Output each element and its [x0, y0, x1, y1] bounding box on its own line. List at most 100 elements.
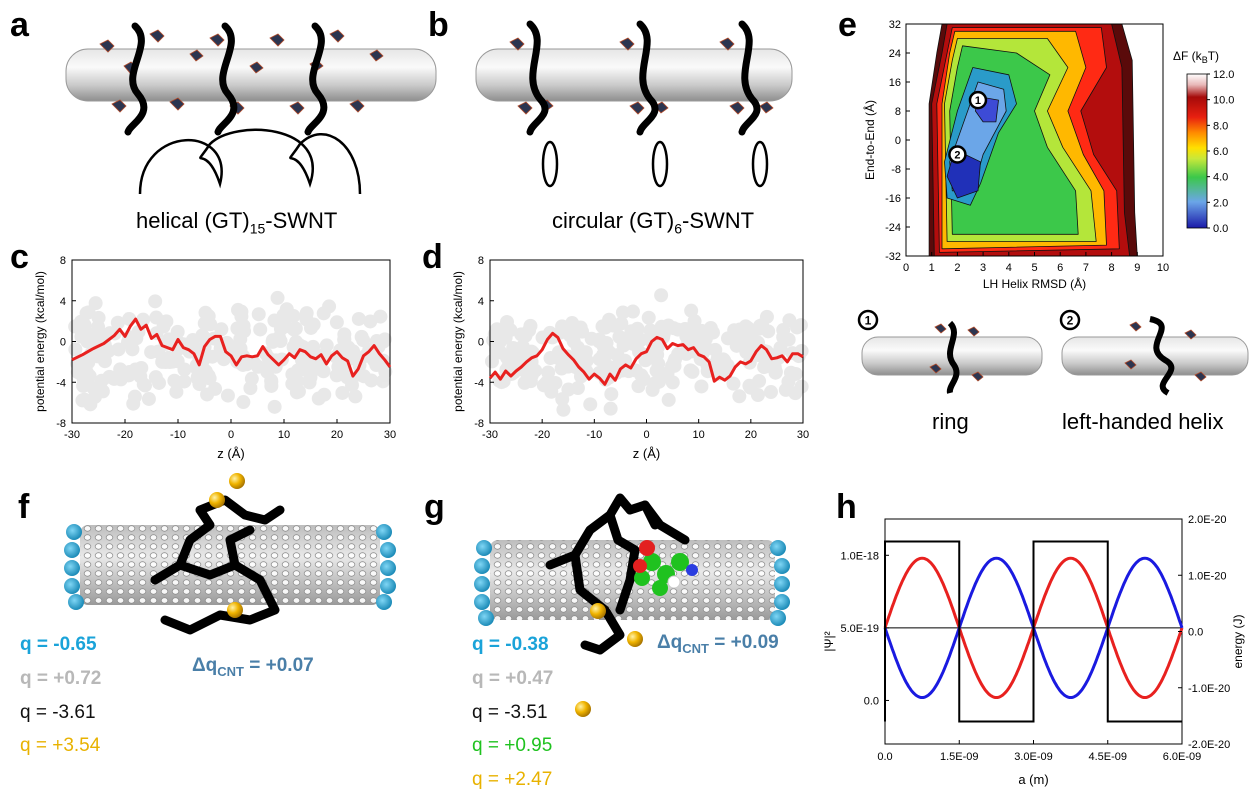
scatter-point	[757, 360, 772, 375]
scatter-point	[233, 341, 248, 356]
scatter-point	[596, 338, 611, 353]
scatter-point	[757, 359, 772, 374]
scatter-point	[159, 314, 174, 329]
scatter-point	[499, 315, 514, 330]
scatter-point	[79, 364, 94, 379]
scatter-point	[739, 345, 754, 360]
scatter-point	[561, 382, 576, 397]
scatter-point	[264, 373, 279, 388]
scatter-point	[636, 372, 651, 387]
scatter-point	[493, 345, 508, 360]
scatter-point	[77, 329, 92, 344]
scatter-point	[363, 314, 378, 329]
scatter-point	[583, 397, 598, 412]
scatter-point	[165, 354, 180, 369]
x-tick-label: 0	[228, 429, 234, 441]
scatter-point	[575, 324, 590, 339]
scatter-point	[170, 354, 185, 369]
scatter-point	[592, 332, 607, 347]
scatter-point	[598, 346, 613, 361]
scatter-point	[177, 374, 192, 389]
charge-dna: q = -3.61	[20, 702, 96, 723]
scatter-point	[234, 309, 249, 324]
scatter-point	[734, 331, 749, 346]
scatter-point	[127, 389, 142, 404]
y-tick-label: 8	[60, 255, 66, 267]
scatter-point	[740, 320, 755, 335]
y-tick-label: 4	[478, 296, 484, 308]
chart-c: -30 -20 -10 0 10 20 30 -8 -4 0 4 8 z (Å) potential en…	[33, 255, 396, 461]
scatter-point	[294, 353, 309, 368]
scatter-point	[684, 303, 699, 318]
panel-label-e: e	[838, 6, 857, 44]
scatter-point	[378, 364, 393, 379]
scatter-point	[322, 299, 337, 314]
scatter-point	[773, 340, 788, 355]
scatter-point	[376, 356, 391, 371]
scatter-point	[570, 340, 585, 355]
scatter-point	[276, 308, 291, 323]
colorbar-tick-label: 2.0	[1213, 197, 1228, 209]
scatter-point	[134, 360, 149, 375]
scatter-point	[578, 345, 593, 360]
scatter-point	[317, 387, 332, 402]
scatter-point	[750, 387, 765, 402]
scatter-point	[123, 333, 138, 348]
x-tick-label: 0	[903, 262, 909, 274]
scatter-point	[244, 371, 259, 386]
scatter-point	[83, 397, 98, 412]
scatter-point	[563, 328, 578, 343]
scatter-point	[202, 371, 217, 386]
potential-profile	[884, 540, 1182, 723]
scatter-point	[493, 334, 508, 349]
scatter-point	[699, 341, 714, 356]
scatter-point	[732, 389, 747, 404]
scatter-point	[668, 352, 683, 367]
scatter-point	[201, 368, 216, 383]
minimum-label: 1	[975, 95, 981, 107]
scatter-point	[778, 382, 793, 397]
y-tick-label: 24	[889, 48, 901, 60]
scatter-point	[667, 355, 682, 370]
x-tick-label: 1.5E-09	[940, 751, 979, 763]
scatter-point	[292, 362, 307, 377]
scatter-point	[703, 320, 718, 335]
scatter-point	[77, 392, 92, 407]
scatter-point	[670, 322, 685, 337]
y-tick-label: -8	[474, 418, 484, 430]
scatter-point	[265, 333, 280, 348]
scatter-point	[502, 356, 517, 371]
scatter-point	[608, 318, 623, 333]
scatter-point	[292, 338, 307, 353]
scatter-point	[660, 366, 675, 381]
scatter-point	[612, 329, 627, 344]
scatter-point	[790, 320, 805, 335]
x-tick-label: 2	[954, 262, 960, 274]
scatter-point	[548, 375, 563, 390]
scatter-point	[82, 369, 97, 384]
scatter-point	[151, 344, 166, 359]
y-tick-label-right: 0.0	[1188, 627, 1203, 639]
scatter-point	[303, 367, 318, 382]
scatter-point	[705, 325, 720, 340]
scatter-point	[536, 378, 551, 393]
scatter-point	[289, 334, 304, 349]
scatter-point	[190, 371, 205, 386]
scatter-point	[375, 355, 390, 370]
scatter-point	[129, 331, 144, 346]
charge-cnt: q = +0.72	[20, 668, 102, 689]
scatter-point	[158, 355, 173, 370]
x-tick-label: 7	[1083, 262, 1089, 274]
scatter-point	[519, 358, 534, 373]
scatter-point	[761, 324, 776, 339]
scatter-point	[270, 290, 285, 305]
y-tick-label: 4	[60, 296, 66, 308]
scatter-point	[304, 320, 319, 335]
minimum-marker	[968, 90, 988, 110]
state-1-label: ring	[932, 409, 969, 434]
scatter-point	[302, 375, 317, 390]
scatter-point	[683, 363, 698, 378]
scatter-point	[498, 330, 513, 345]
scatter-point	[346, 344, 361, 359]
scatter-point	[195, 328, 210, 343]
